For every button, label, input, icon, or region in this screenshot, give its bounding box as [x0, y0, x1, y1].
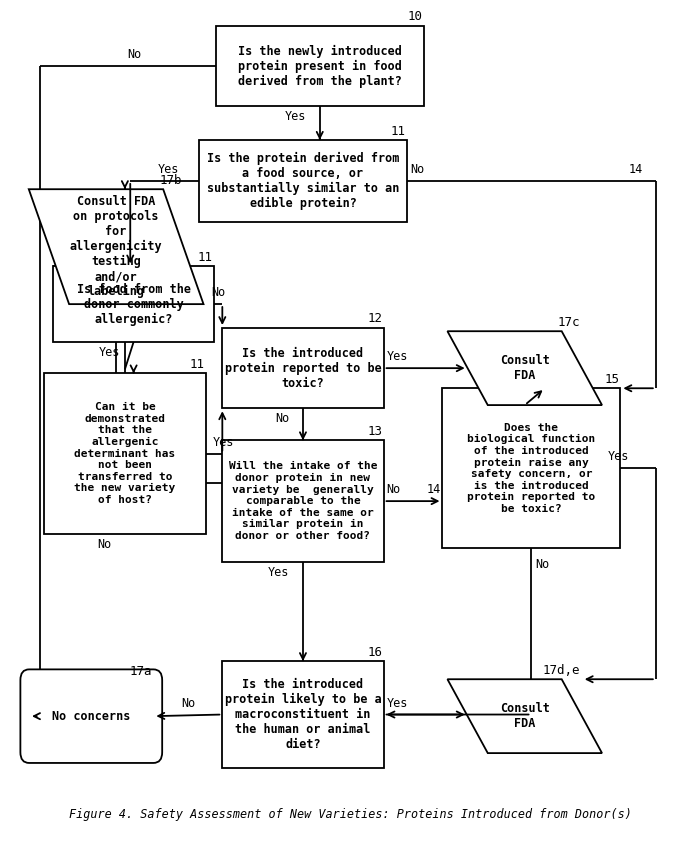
Text: No: No	[275, 412, 290, 425]
Text: Yes: Yes	[608, 450, 629, 463]
Text: No: No	[386, 483, 401, 496]
Text: Yes: Yes	[212, 435, 234, 448]
Text: 16: 16	[368, 645, 382, 658]
Text: 11: 11	[189, 358, 204, 371]
Text: Consult
FDA: Consult FDA	[500, 354, 550, 382]
Text: 10: 10	[407, 10, 423, 23]
Text: Will the intake of the
donor protein in new
variety be  generally
comparable to : Will the intake of the donor protein in …	[229, 461, 377, 541]
Text: No: No	[181, 696, 195, 709]
Text: No: No	[97, 537, 111, 550]
Text: 14: 14	[427, 483, 441, 496]
Text: Yes: Yes	[99, 346, 120, 359]
FancyBboxPatch shape	[442, 388, 620, 549]
Text: Is the newly introduced
protein present in food
derived from the plant?: Is the newly introduced protein present …	[238, 44, 402, 88]
Text: No: No	[127, 48, 141, 61]
Text: 12: 12	[368, 313, 382, 326]
Text: No concerns: No concerns	[52, 709, 130, 722]
Text: Yes: Yes	[158, 163, 178, 176]
Text: 17b: 17b	[160, 174, 182, 187]
Polygon shape	[29, 189, 204, 304]
Text: Is the introduced
protein reported to be
toxic?: Is the introduced protein reported to be…	[225, 346, 382, 390]
Text: No: No	[535, 558, 549, 571]
Text: Yes: Yes	[285, 111, 307, 124]
FancyBboxPatch shape	[223, 441, 384, 562]
FancyBboxPatch shape	[223, 661, 384, 768]
Text: Does the
biological function
of the introduced
protein raise any
safety concern,: Does the biological function of the intr…	[468, 422, 596, 514]
Text: Is food from the
donor commonly
allergenic?: Is food from the donor commonly allergen…	[76, 283, 190, 326]
Text: Yes: Yes	[268, 566, 290, 579]
Text: 11: 11	[198, 251, 213, 264]
Text: Yes: Yes	[386, 350, 407, 363]
FancyBboxPatch shape	[199, 140, 407, 222]
Text: Is the protein derived from
a food source, or
substantially similar to an
edible: Is the protein derived from a food sourc…	[206, 152, 399, 210]
Text: Consult FDA
on protocols
for
allergenicity
testing
and/or
labeling: Consult FDA on protocols for allergenici…	[70, 195, 162, 298]
Text: 17a: 17a	[130, 664, 152, 677]
Text: 17d,e: 17d,e	[543, 664, 580, 677]
Text: No: No	[211, 286, 225, 299]
FancyBboxPatch shape	[44, 373, 206, 534]
Text: 15: 15	[604, 372, 619, 386]
FancyBboxPatch shape	[223, 328, 384, 409]
Text: Can it be
demonstrated
that the
allergenic
determinant has
not been
transferred : Can it be demonstrated that the allergen…	[74, 402, 176, 505]
Text: Figure 4. Safety Assessment of New Varieties: Proteins Introduced from Donor(s): Figure 4. Safety Assessment of New Varie…	[69, 808, 631, 821]
Text: No: No	[410, 163, 424, 176]
Polygon shape	[447, 331, 602, 405]
Text: 11: 11	[391, 124, 406, 137]
FancyBboxPatch shape	[53, 266, 214, 342]
FancyBboxPatch shape	[20, 670, 162, 763]
Text: 14: 14	[629, 163, 643, 176]
Polygon shape	[447, 679, 602, 753]
Text: Yes: Yes	[386, 696, 407, 709]
Text: 17c: 17c	[558, 315, 580, 328]
Text: Consult
FDA: Consult FDA	[500, 702, 550, 730]
Text: 13: 13	[368, 425, 382, 438]
Text: Is the introduced
protein likely to be a
macroconstituent in
the human or animal: Is the introduced protein likely to be a…	[225, 678, 382, 751]
FancyBboxPatch shape	[216, 26, 424, 106]
